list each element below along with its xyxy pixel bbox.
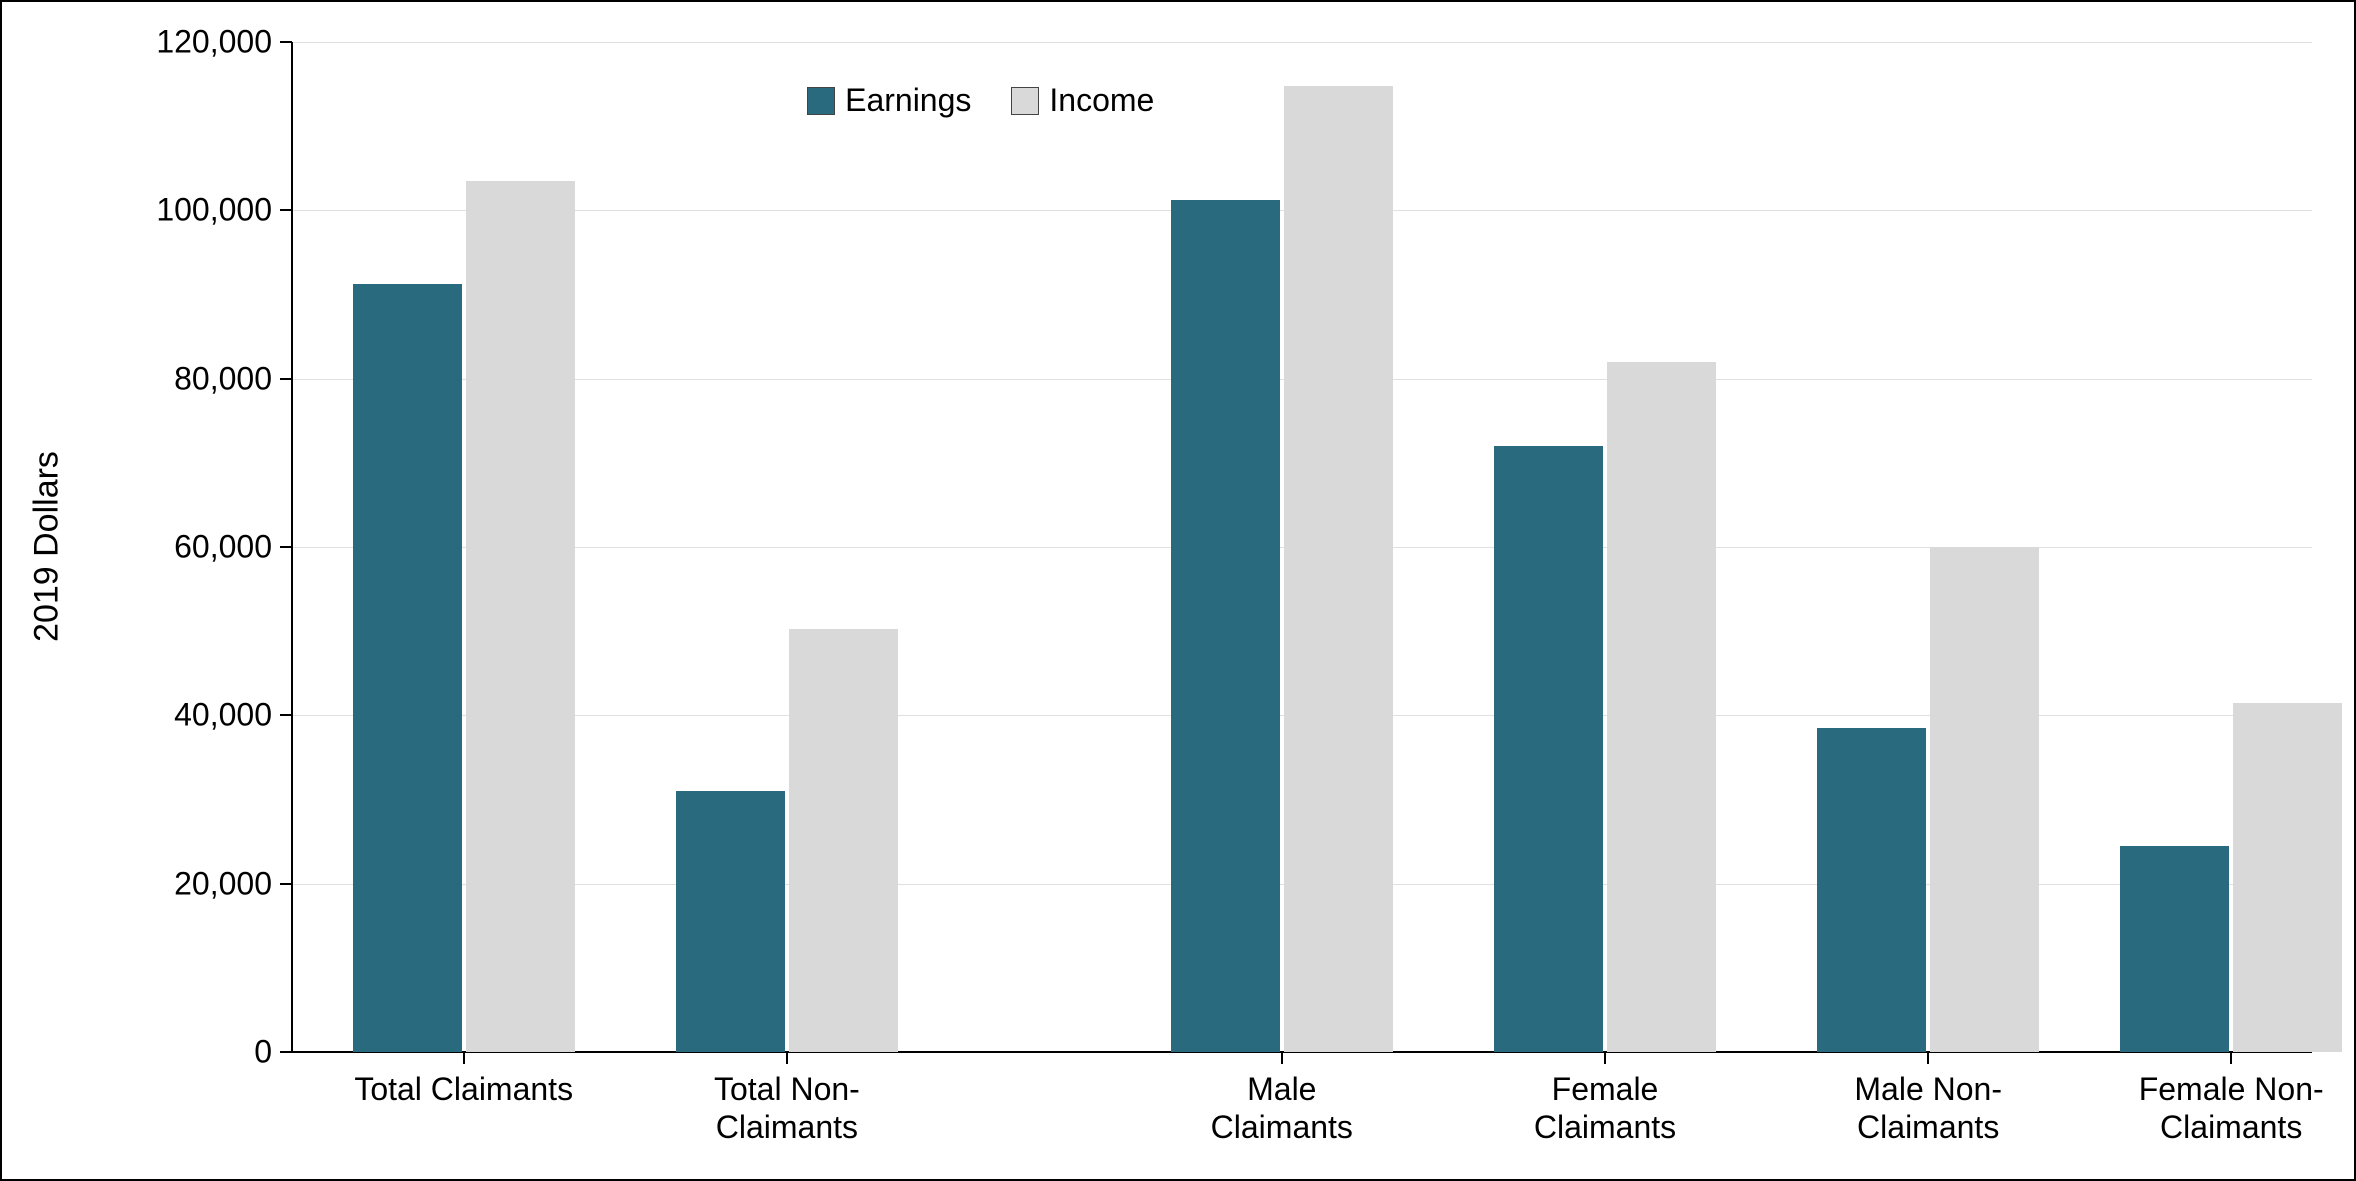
y-tick-label: 40,000 bbox=[2, 697, 272, 734]
chart-legend: Earnings Income bbox=[807, 82, 1154, 119]
bar-female_claimants-earnings bbox=[1494, 446, 1603, 1052]
y-tick-label: 80,000 bbox=[2, 360, 272, 397]
y-tick-label: 100,000 bbox=[2, 192, 272, 229]
x-tick-label: Male Non- Claimants bbox=[1778, 1070, 2078, 1147]
chart-container: 2019 Dollars EarningsIncome 020,00040,00… bbox=[0, 0, 2356, 1181]
x-tick bbox=[1604, 1052, 1606, 1064]
y-tick-label: 60,000 bbox=[2, 529, 272, 566]
plot-area bbox=[292, 42, 2312, 1052]
y-tick-label: 20,000 bbox=[2, 865, 272, 902]
bar-total_non_claimants-income bbox=[789, 629, 898, 1052]
bar-total_non_claimants-earnings bbox=[676, 791, 785, 1052]
bar-total_claimants-earnings bbox=[353, 284, 462, 1052]
bar-male_non_claimants-income bbox=[1930, 547, 2039, 1052]
x-tick bbox=[1927, 1052, 1929, 1064]
bar-male_non_claimants-earnings bbox=[1817, 728, 1926, 1052]
legend-item-earnings: Earnings bbox=[807, 82, 971, 119]
bar-female_non_claimants-income bbox=[2233, 703, 2342, 1052]
x-tick bbox=[2230, 1052, 2232, 1064]
x-tick-label: Female Non- Claimants bbox=[2081, 1070, 2356, 1147]
legend-swatch-income bbox=[1011, 87, 1039, 115]
y-tick-label: 120,000 bbox=[2, 24, 272, 61]
x-tick bbox=[1281, 1052, 1283, 1064]
x-tick bbox=[786, 1052, 788, 1064]
bar-female_claimants-income bbox=[1607, 362, 1716, 1052]
bar-total_claimants-income bbox=[466, 181, 575, 1052]
bar-female_non_claimants-earnings bbox=[2120, 846, 2229, 1052]
x-tick-label: Total Non- Claimants bbox=[637, 1070, 937, 1147]
x-tick-label: Male Claimants bbox=[1132, 1070, 1432, 1147]
x-tick bbox=[463, 1052, 465, 1064]
legend-label-income: Income bbox=[1049, 82, 1154, 119]
legend-swatch-earnings bbox=[807, 87, 835, 115]
x-tick-label: Female Claimants bbox=[1455, 1070, 1755, 1147]
bar-male_claimants-income bbox=[1284, 86, 1393, 1052]
y-tick-label: 0 bbox=[2, 1034, 272, 1071]
legend-item-income: Income bbox=[1011, 82, 1154, 119]
x-tick-label: Total Claimants bbox=[314, 1070, 614, 1108]
gridline bbox=[292, 42, 2312, 43]
y-axis bbox=[291, 42, 293, 1052]
bar-male_claimants-earnings bbox=[1171, 200, 1280, 1052]
legend-label-earnings: Earnings bbox=[845, 82, 971, 119]
